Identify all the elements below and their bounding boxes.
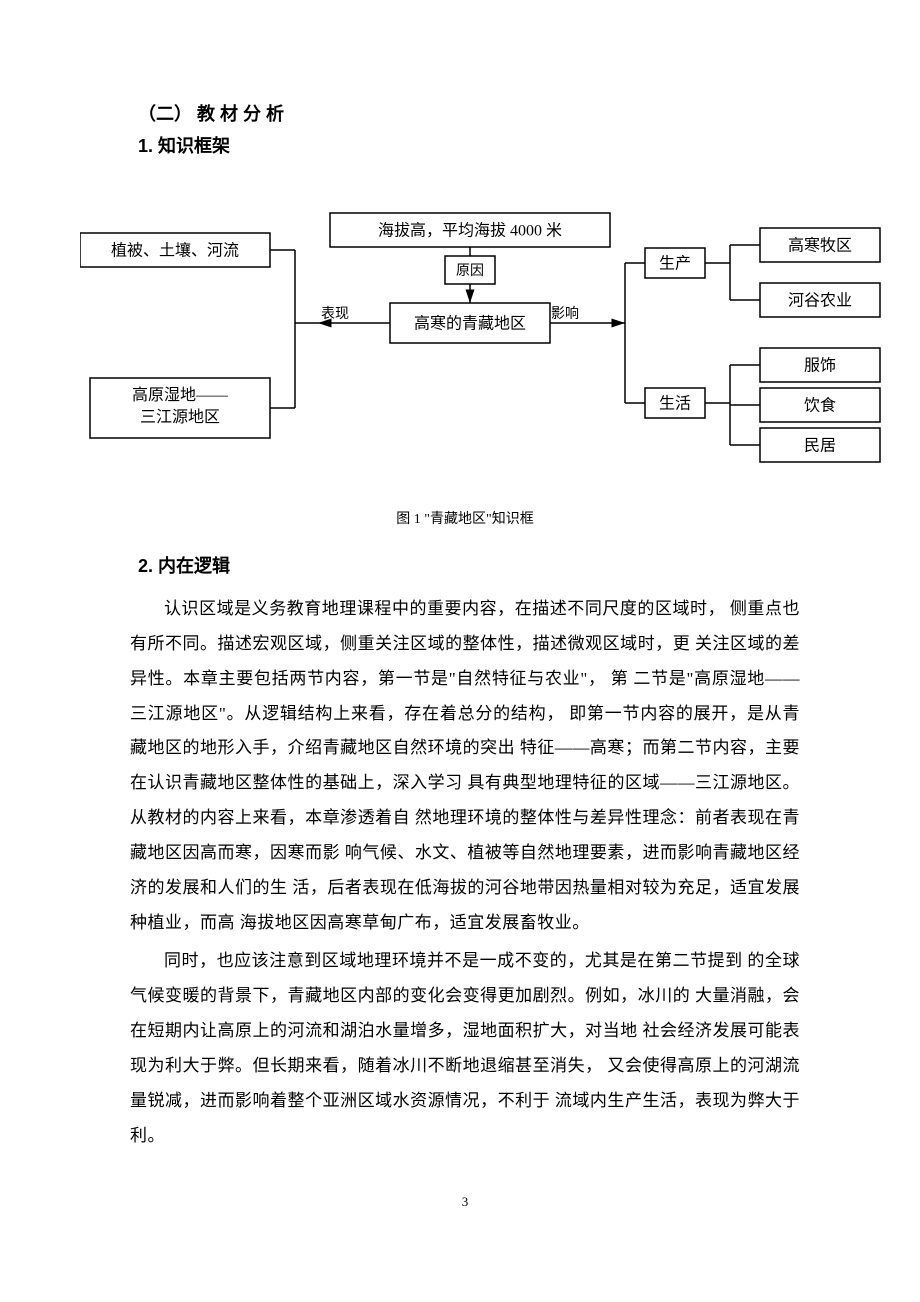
- section-heading: （二） 教 材 分 析: [138, 100, 800, 126]
- svg-text:植被、土壤、河流: 植被、土壤、河流: [111, 241, 239, 260]
- paragraph-1: 认识区域是义务教育地理课程中的重要内容，在描述不同尺度的区域时， 侧重点也有所不…: [130, 592, 800, 940]
- paragraph-2: 同时，也应该注意到区域地理环境并不是一成不变的，尤其是在第二节提到 的全球气候变…: [130, 944, 800, 1153]
- svg-text:原因: 原因: [456, 264, 484, 279]
- svg-text:高寒牧区: 高寒牧区: [788, 236, 852, 255]
- svg-text:民居: 民居: [804, 438, 836, 455]
- svg-text:影响: 影响: [551, 306, 579, 322]
- page-number: 3: [130, 1194, 800, 1210]
- svg-text:饮食: 饮食: [804, 397, 836, 415]
- svg-text:高寒的青藏地区: 高寒的青藏地区: [414, 314, 526, 333]
- knowledge-framework-diagram: 表现 影响 植被、土壤、河流 海拔高，平均海拔 4000 米原因高寒的青藏地区高原湿地…: [80, 188, 900, 498]
- svg-text:海拔高，平均海拔 4000 米: 海拔高，平均海拔 4000 米: [378, 222, 562, 240]
- svg-text:生产: 生产: [659, 255, 691, 273]
- svg-text:服饰: 服饰: [804, 357, 836, 375]
- svg-text:表现: 表现: [321, 306, 349, 322]
- document-page: （二） 教 材 分 析 1. 知识框架 表现 影响 植被、土壤、河流 海拔高，平均海拔…: [0, 0, 920, 1270]
- svg-text:生活: 生活: [659, 395, 691, 413]
- diagram-caption: 图 1 "青藏地区"知识框: [130, 508, 800, 528]
- subheading-1: 1. 知识框架: [138, 132, 800, 158]
- svg-text:河谷农业: 河谷农业: [788, 292, 852, 310]
- subheading-2: 2. 内在逻辑: [138, 552, 800, 578]
- svg-text:三江源地区: 三江源地区: [140, 408, 220, 426]
- svg-text:高原湿地——: 高原湿地——: [132, 386, 229, 404]
